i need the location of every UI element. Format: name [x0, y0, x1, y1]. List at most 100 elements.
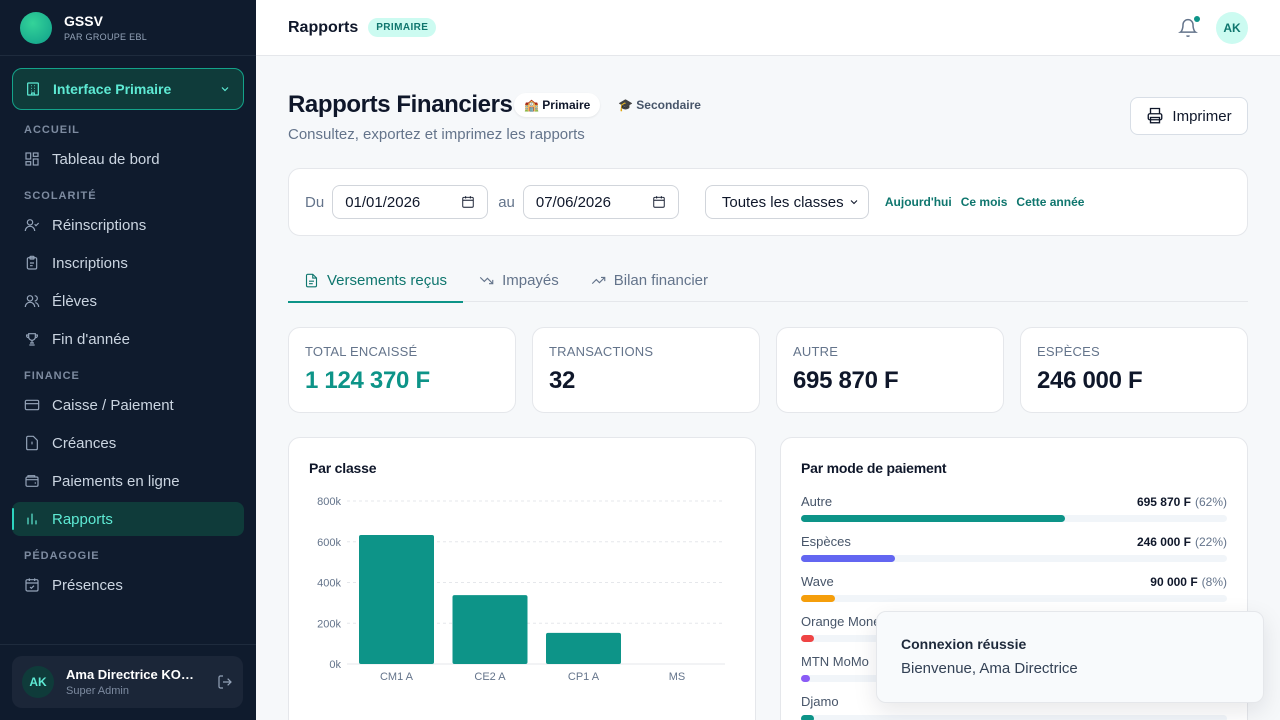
date-from-input[interactable]: 01/01/2026	[332, 185, 489, 219]
bar[interactable]	[452, 595, 528, 664]
tab-label: Impayés	[502, 271, 559, 289]
quick-filter-year[interactable]: Cette année	[1016, 195, 1085, 209]
sidebar-item-label: Présences	[52, 576, 123, 594]
date-to-input[interactable]: 07/06/2026	[522, 185, 679, 219]
toast-notification[interactable]: Connexion réussie Bienvenue, Ama Directr…	[876, 611, 1264, 703]
y-tick-label: 600k	[317, 537, 341, 549]
sidebar: GSSV PAR GROUPE EBL Interface Primaire A…	[0, 0, 256, 720]
payment-method-name: Wave	[801, 574, 834, 589]
progress-fill	[801, 595, 836, 602]
calendar-icon[interactable]	[461, 195, 475, 209]
tab-bilan[interactable]: Bilan financier	[575, 258, 724, 302]
building-icon	[27, 82, 39, 96]
stat-label: TRANSACTIONS	[549, 344, 654, 359]
sidebar-item-label: Paiements en ligne	[52, 472, 180, 490]
topbar: Rapports PRIMAIRE AK	[256, 0, 1280, 56]
payment-method-percent: (8%)	[1201, 575, 1227, 589]
payment-method-name: Orange Money	[801, 614, 887, 629]
tab-label: Versements reçus	[327, 271, 448, 289]
page-subtitle: Consultez, exportez et imprimez les rapp…	[288, 126, 585, 143]
interface-switcher[interactable]: Interface Primaire	[12, 68, 244, 110]
class-select-value: Toutes les classes	[721, 193, 844, 211]
brand-logo	[20, 11, 52, 44]
dashboard-icon	[25, 152, 39, 166]
notifications-button[interactable]	[1178, 15, 1200, 38]
print-button-label: Imprimer	[1172, 107, 1232, 125]
sidebar-item-eleves[interactable]: Élèves	[12, 284, 244, 318]
quick-filter-today[interactable]: Aujourd'hui	[884, 195, 952, 209]
chevron-down-icon	[221, 87, 229, 92]
section-scolarite: SCOLARITÉ	[24, 190, 97, 202]
filters-bar: Du 01/01/2026 au 07/06/2026 Toutes les c…	[288, 168, 1248, 236]
brand: GSSV PAR GROUPE EBL	[0, 0, 256, 56]
sidebar-item-label: Rapports	[52, 510, 113, 528]
bell-icon	[1178, 18, 1198, 37]
card-title: Par mode de paiement	[801, 460, 947, 476]
user-card[interactable]: AK Ama Directrice KON... Super Admin	[12, 656, 243, 708]
payment-method-name: Espèces	[801, 534, 851, 549]
sidebar-scroll-clip	[0, 630, 256, 644]
x-tick-label: CE2 A	[474, 671, 506, 683]
file-text-icon	[305, 273, 318, 287]
sidebar-item-reinscriptions[interactable]: Réinscriptions	[12, 208, 244, 242]
user-name: Ama Directrice KON...	[66, 667, 194, 682]
sidebar-item-rapports[interactable]: Rapports	[12, 502, 244, 536]
payment-method-row: Djamo	[801, 694, 1227, 720]
sidebar-item-caisse[interactable]: Caisse / Paiement	[12, 388, 244, 422]
page-header: Rapports Financiers 🏫 Primaire 🎓 Seconda…	[288, 56, 1248, 166]
page-title: Rapports Financiers	[288, 91, 513, 118]
from-label: Du	[305, 193, 325, 211]
payment-method-row: Espèces 246 000 F (22%)	[801, 534, 1227, 562]
sidebar-item-inscriptions[interactable]: Inscriptions	[12, 246, 244, 280]
logout-icon[interactable]	[217, 674, 233, 690]
page-breadcrumb: Rapports	[288, 18, 359, 36]
payment-method-amount: 90 000 F	[1150, 575, 1198, 589]
bar[interactable]	[546, 632, 621, 664]
brand-name: GSSV	[64, 13, 103, 29]
main-content: Rapports Financiers 🏫 Primaire 🎓 Seconda…	[288, 56, 1248, 720]
tab-impayes[interactable]: Impayés	[463, 258, 575, 302]
avatar[interactable]: AK	[1216, 11, 1248, 44]
x-tick-label: CM1 A	[380, 671, 414, 683]
quick-filter-month[interactable]: Ce mois	[960, 195, 1008, 209]
progress-fill	[801, 675, 810, 682]
calendar-check-icon	[25, 578, 39, 592]
toast-title: Connexion réussie	[901, 636, 1027, 652]
clipboard-icon	[26, 255, 38, 270]
stat-label: TOTAL ENCAISSÉ	[305, 344, 418, 359]
to-label: au	[498, 193, 515, 211]
payment-method-name: Djamo	[801, 694, 839, 709]
progress-fill	[801, 555, 895, 562]
tab-versements[interactable]: Versements reçus	[288, 258, 464, 303]
card-title: Par classe	[309, 460, 377, 476]
trending-up-icon	[591, 276, 606, 284]
level-pill-primary[interactable]: 🏫 Primaire	[514, 93, 601, 117]
calendar-icon[interactable]	[652, 195, 666, 209]
wallet-icon	[25, 475, 39, 487]
payment-method-name: MTN MoMo	[801, 654, 869, 669]
class-select[interactable]: Toutes les classes	[704, 185, 869, 219]
sidebar-item-label: Inscriptions	[52, 254, 128, 272]
payment-method-percent: (22%)	[1194, 535, 1227, 549]
sidebar-item-label: Réinscriptions	[52, 216, 147, 234]
sidebar-item-creances[interactable]: Créances	[12, 426, 244, 460]
progress-track	[801, 555, 1227, 562]
sidebar-item-label: Créances	[52, 434, 117, 452]
stat-value: 246 000 F	[1037, 367, 1143, 394]
sidebar-item-fin-annee[interactable]: Fin d'année	[12, 322, 244, 356]
payment-method-name: Autre	[801, 494, 833, 509]
sidebar-item-paiements-en-ligne[interactable]: Paiements en ligne	[12, 464, 244, 498]
sidebar-item-label: Élèves	[52, 292, 98, 310]
level-pill-secondary[interactable]: 🎓 Secondaire	[618, 98, 701, 112]
print-button[interactable]: Imprimer	[1130, 97, 1248, 135]
progress-fill	[801, 715, 814, 720]
sidebar-item-dashboard[interactable]: Tableau de bord	[12, 142, 244, 176]
sidebar-divider	[0, 644, 256, 645]
bar[interactable]	[359, 535, 434, 664]
sidebar-item-presences[interactable]: Présences	[12, 568, 244, 602]
payment-method-row: Wave 90 000 F (8%)	[801, 574, 1227, 602]
progress-fill	[801, 515, 1066, 522]
class-chart-card: Par classe 0k 200k 400k 600k 800k CM1 A CE2 A C…	[288, 437, 756, 720]
stat-card-transactions: TRANSACTIONS 32	[532, 327, 760, 413]
stat-card-autre: AUTRE 695 870 F	[776, 327, 1004, 413]
